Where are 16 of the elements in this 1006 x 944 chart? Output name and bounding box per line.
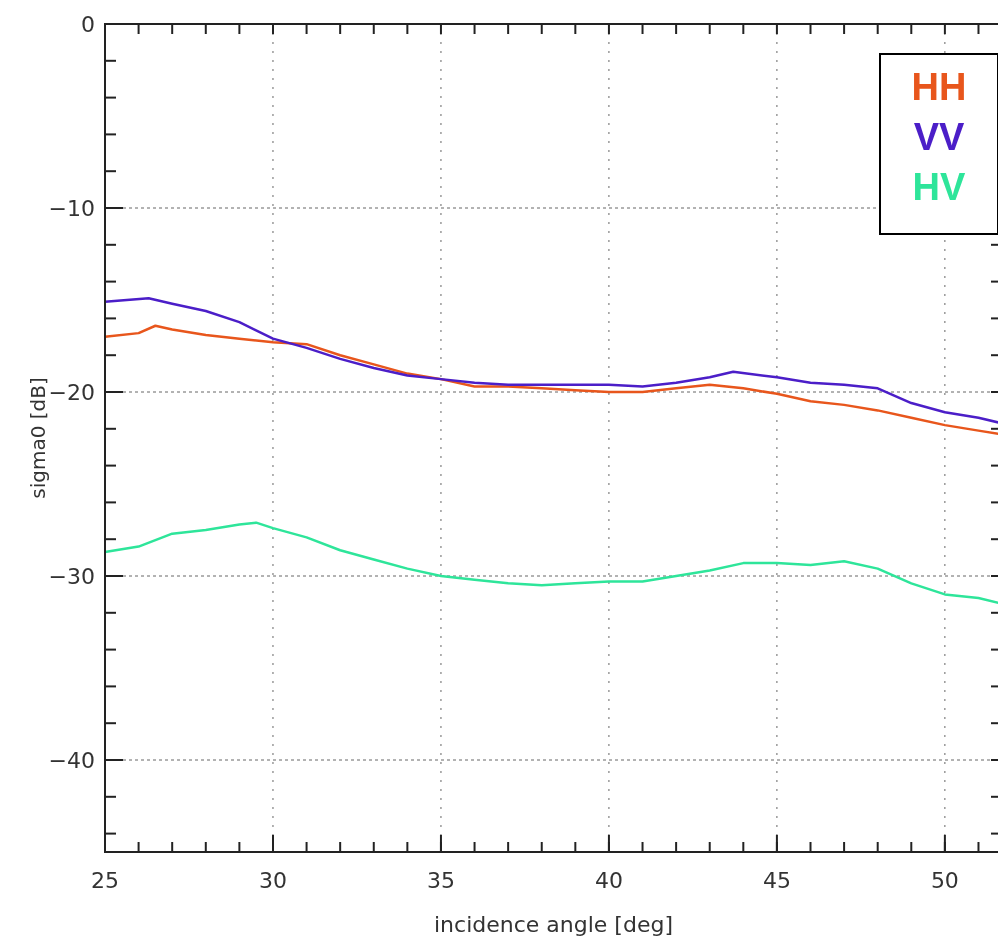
y-tick-label: −10 xyxy=(48,195,95,221)
x-tick-label: 25 xyxy=(91,868,119,893)
y-tick-label: 0 xyxy=(81,11,95,37)
y-tick-label: −30 xyxy=(48,563,95,589)
x-tick-label: 30 xyxy=(258,868,287,893)
x-tick-label: 35 xyxy=(426,868,455,893)
y-tick-label: −20 xyxy=(48,379,95,405)
text: HV xyxy=(912,166,967,208)
x-tick-label: 40 xyxy=(594,868,623,893)
x-tick-label: 45 xyxy=(762,868,791,893)
text: VV xyxy=(913,116,965,158)
x-axis-title: incidence angle [deg] xyxy=(434,912,673,937)
y-axis-title: sigma0 [dB] xyxy=(26,377,50,499)
x-tick-label: 50 xyxy=(930,868,959,893)
y-tick-label: −40 xyxy=(48,747,95,773)
text: HH xyxy=(911,66,967,108)
